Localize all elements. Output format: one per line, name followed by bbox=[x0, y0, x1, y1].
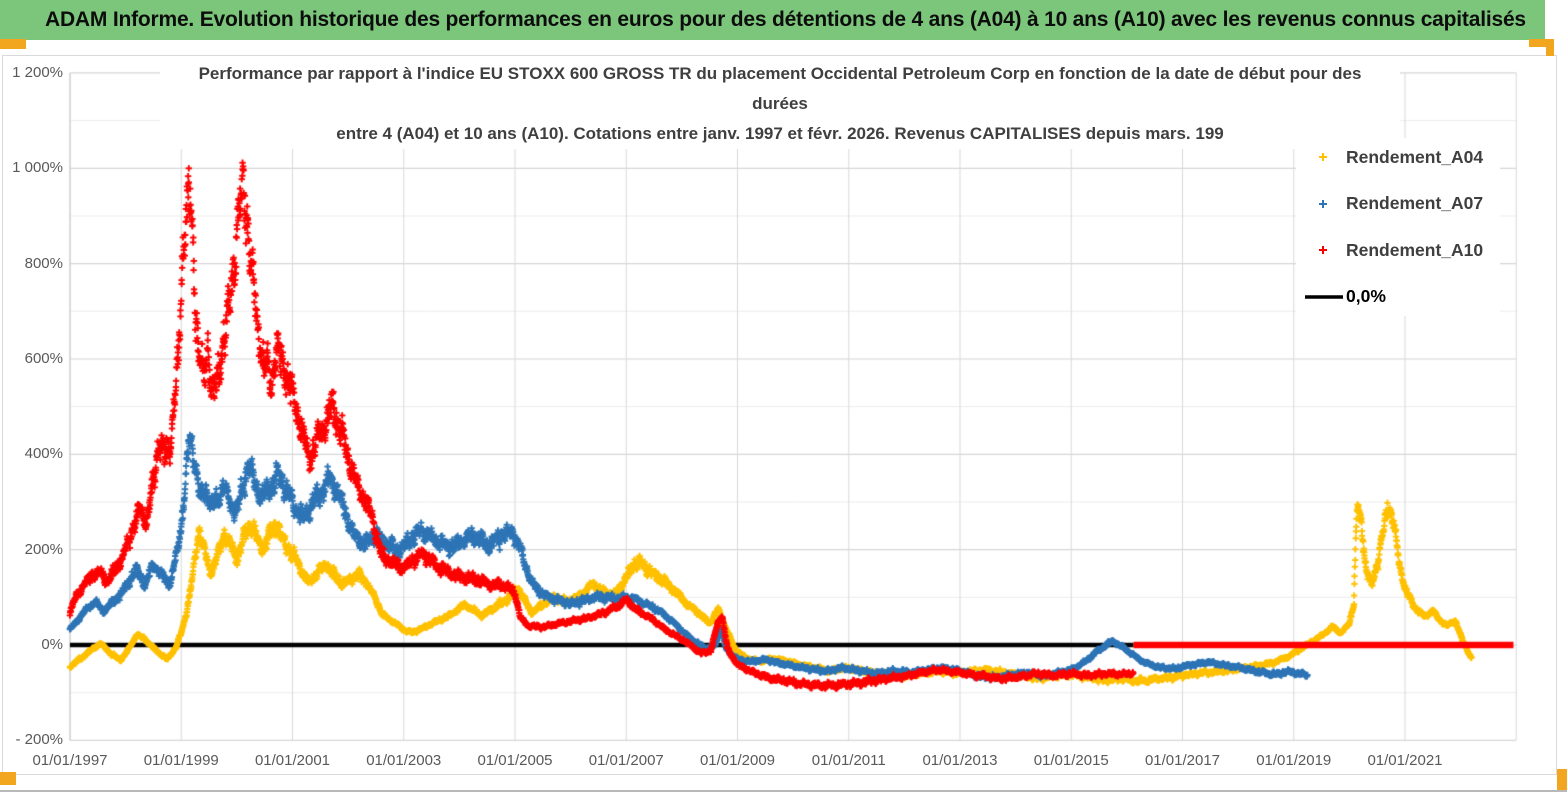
chart-title[interactable]: Performance par rapport à l'indice EU ST… bbox=[160, 59, 1400, 149]
zero-line-sample bbox=[1305, 295, 1343, 299]
x-tick-label: 01/01/2011 bbox=[811, 752, 886, 769]
legend-item-label: Rendement_A07 bbox=[1346, 193, 1484, 214]
header-cell[interactable]: ADAM Informe. Evolution historique des p… bbox=[0, 0, 1545, 40]
x-tick-label: 01/01/2019 bbox=[1256, 752, 1332, 769]
chart-title-line-2: durées bbox=[752, 94, 808, 113]
y-tick-label: 400% bbox=[24, 445, 63, 463]
legend-item-0-0-[interactable]: 0,0% bbox=[1303, 284, 1500, 310]
chart-legend[interactable]: Rendement_A04 Rendement_A07 Rendement_A10 0… bbox=[1296, 138, 1500, 316]
legend-item-label: Rendement_A04 bbox=[1346, 146, 1484, 167]
x-tick-label: 01/01/2007 bbox=[588, 752, 664, 769]
x-tick-label: 01/01/2015 bbox=[1033, 752, 1109, 769]
selection-handle-top-left[interactable] bbox=[0, 39, 26, 49]
legend-item-label: 0,0% bbox=[1346, 286, 1386, 307]
x-tick-label: 01/01/2021 bbox=[1367, 752, 1443, 769]
header-title: ADAM Informe. Evolution historique des p… bbox=[45, 8, 1526, 31]
y-tick-label: 0% bbox=[41, 636, 63, 653]
selection-handle-top-right-vertical[interactable] bbox=[1546, 39, 1554, 56]
x-tick-label: 01/01/2001 bbox=[254, 752, 331, 769]
x-tick-label: 01/01/2013 bbox=[922, 752, 998, 769]
legend-item-rendement-a04[interactable]: Rendement_A04 bbox=[1308, 144, 1500, 170]
plus-marker-icon bbox=[1319, 199, 1327, 208]
y-tick-label: 1 000% bbox=[12, 159, 63, 177]
y-tick-label: 800% bbox=[24, 254, 63, 272]
y-tick-label: 200% bbox=[24, 540, 63, 558]
y-tick-label: - 200% bbox=[15, 731, 63, 749]
legend-item-label: Rendement_A10 bbox=[1346, 239, 1484, 260]
x-tick-label: 01/01/1997 bbox=[32, 752, 108, 769]
selection-handle-top-right[interactable] bbox=[1529, 39, 1554, 47]
x-tick-label: 01/01/2017 bbox=[1144, 752, 1221, 769]
chart-title-line-1: Performance par rapport à l'indice EU ST… bbox=[198, 64, 1362, 83]
plus-marker-icon bbox=[1319, 153, 1327, 161]
y-tick-label: 600% bbox=[24, 349, 63, 367]
selection-handle-bottom-left[interactable] bbox=[0, 772, 16, 785]
x-tick-label: 01/01/1999 bbox=[143, 752, 219, 769]
x-tick-label: 01/01/2005 bbox=[477, 752, 553, 769]
selection-handle-bottom-right[interactable] bbox=[1557, 769, 1567, 790]
x-tick-label: 01/01/2003 bbox=[366, 752, 442, 769]
plus-marker-icon bbox=[1319, 246, 1327, 255]
y-tick-label: 1 200% bbox=[12, 63, 63, 81]
x-tick-label: 01/01/2009 bbox=[699, 752, 776, 769]
legend-item-rendement-a10[interactable]: Rendement_A10 bbox=[1308, 237, 1500, 263]
legend-item-rendement-a07[interactable]: Rendement_A07 bbox=[1308, 191, 1500, 217]
chart-title-line-3: entre 4 (A04) et 10 ans (A10). Cotations… bbox=[336, 124, 1224, 143]
